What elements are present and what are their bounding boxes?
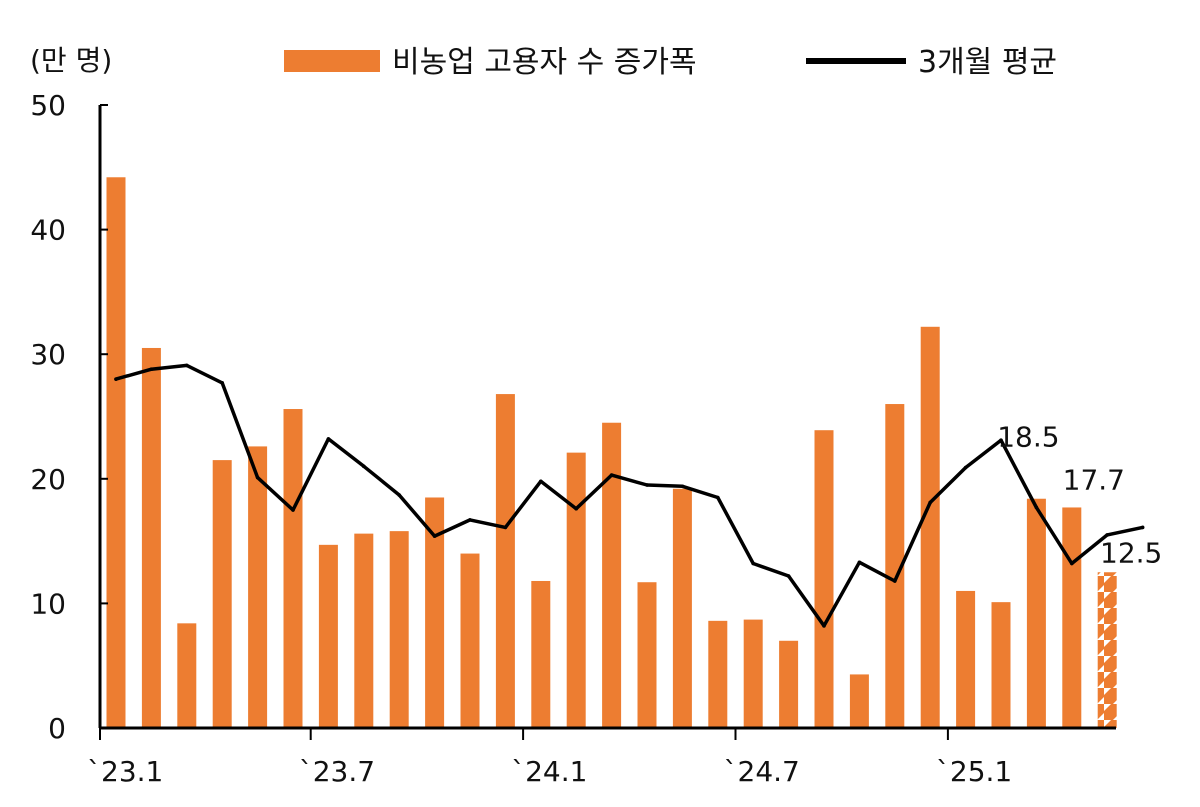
legend-line-label: 3개월 평균 xyxy=(918,45,1057,80)
average-point xyxy=(1140,525,1145,530)
average-point xyxy=(397,493,402,497)
bar xyxy=(602,422,622,728)
y-tick-label: 50 xyxy=(30,89,66,122)
average-point xyxy=(680,484,685,489)
x-tick-label: `24.1 xyxy=(511,755,587,788)
average-point xyxy=(786,574,791,578)
average-point xyxy=(574,506,578,511)
bars xyxy=(106,177,1117,728)
average-point xyxy=(645,483,649,487)
bar xyxy=(425,497,445,728)
bar xyxy=(318,544,338,728)
x-axis-labels: `23.1 `23.7 `24.1 `24.7 `25.1 xyxy=(87,755,1012,788)
average-point xyxy=(503,525,508,530)
bar xyxy=(106,177,126,728)
bar xyxy=(177,623,197,728)
bar xyxy=(779,640,799,728)
bar xyxy=(212,460,232,728)
bar xyxy=(637,582,657,728)
y-tick-label: 40 xyxy=(30,214,66,247)
average-point xyxy=(220,381,224,385)
bar xyxy=(354,533,374,728)
average-point xyxy=(1105,533,1109,537)
bar xyxy=(849,674,869,728)
y-tick-label: 0 xyxy=(48,712,66,745)
bar xyxy=(743,619,763,728)
bar xyxy=(283,409,303,728)
bar xyxy=(885,404,905,728)
bar xyxy=(460,553,480,728)
legend-bar-label: 비농업 고용자 수 증가폭 xyxy=(392,45,697,80)
average-point xyxy=(999,438,1003,442)
average-point xyxy=(751,561,755,566)
bar xyxy=(708,620,728,728)
bar xyxy=(991,602,1011,728)
average-point xyxy=(963,465,968,470)
average-point xyxy=(326,437,331,441)
bar xyxy=(956,590,976,728)
unit-label: (만 명) xyxy=(30,44,112,77)
x-tick-label: `25.1 xyxy=(936,755,1012,788)
average-point xyxy=(185,363,189,368)
x-tick-label: `24.7 xyxy=(724,755,800,788)
bar xyxy=(566,452,586,728)
average-point xyxy=(928,500,932,505)
data-labels: 18.517.7 12.5 xyxy=(997,421,1162,570)
average-point xyxy=(609,473,614,477)
average-point xyxy=(468,518,472,522)
bar-preliminary xyxy=(1097,572,1117,728)
data-label: 12.5 xyxy=(1100,536,1162,569)
axes xyxy=(98,104,1116,740)
x-tick-label: `23.7 xyxy=(299,755,375,788)
bar xyxy=(1062,507,1082,728)
average-point xyxy=(362,464,366,469)
legend-bar-swatch xyxy=(284,50,380,72)
y-tick-label: 20 xyxy=(30,463,66,496)
x-tick-label: `23.1 xyxy=(87,755,163,788)
bar xyxy=(1026,498,1046,728)
average-point xyxy=(893,579,897,583)
data-label: 18.5 xyxy=(997,421,1059,454)
average-point xyxy=(857,560,862,565)
average-point xyxy=(114,377,118,381)
bar xyxy=(672,488,692,728)
average-point xyxy=(822,624,826,628)
bar xyxy=(389,531,409,728)
bar xyxy=(141,347,161,728)
bar xyxy=(248,446,268,728)
y-tick-label: 10 xyxy=(30,587,66,620)
y-axis-labels: 0 10 20 30 40 50 xyxy=(30,89,66,745)
average-point xyxy=(149,367,154,371)
bar xyxy=(531,580,551,728)
bar xyxy=(814,430,834,728)
average-point xyxy=(1034,505,1039,510)
average-point xyxy=(432,534,437,538)
average-point xyxy=(539,479,543,484)
average-point xyxy=(291,508,295,512)
average-point xyxy=(255,475,260,480)
bar xyxy=(495,394,515,728)
average-point xyxy=(1070,561,1074,566)
three-month-average-line xyxy=(114,363,1145,628)
average-line-layer xyxy=(114,363,1145,628)
legend: 비농업 고용자 수 증가폭 3개월 평균 xyxy=(284,45,1057,80)
bar xyxy=(920,326,940,728)
y-tick-label: 30 xyxy=(30,338,66,371)
average-point xyxy=(716,495,720,500)
data-label: 17.7 xyxy=(1063,463,1125,496)
